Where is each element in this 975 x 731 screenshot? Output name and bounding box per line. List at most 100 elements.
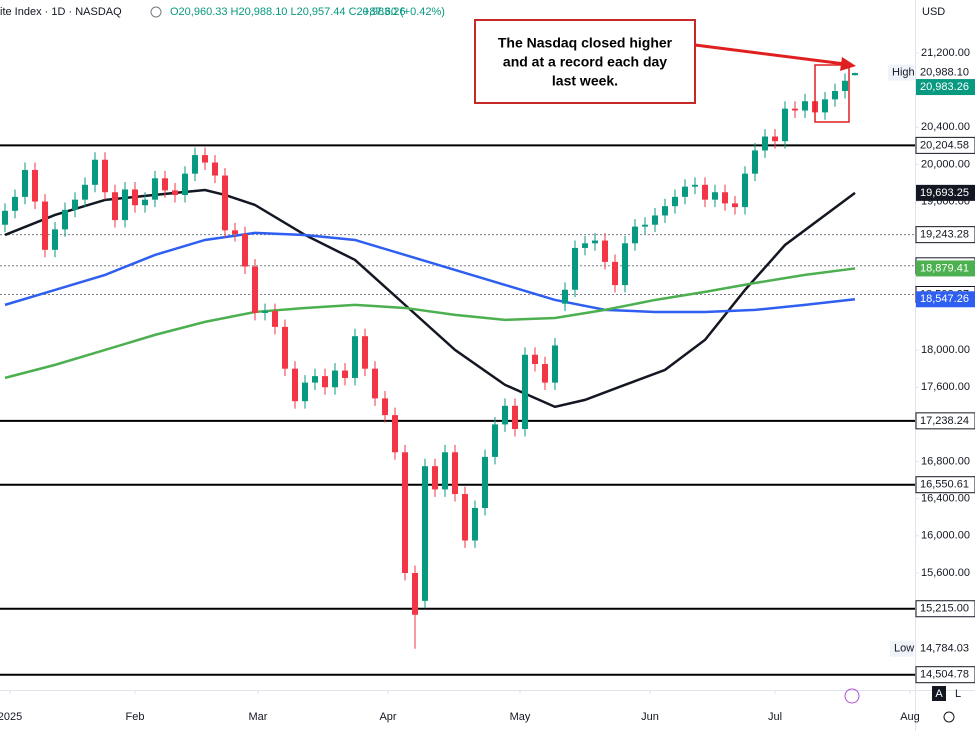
y-tick-label: 16,400.00 (921, 493, 970, 505)
y-tick-label: 21,200.00 (921, 47, 970, 59)
candle-body (832, 91, 838, 100)
candle-body (312, 376, 318, 383)
candle-body (332, 370, 338, 388)
candle-body (212, 162, 218, 176)
candle-body (352, 336, 358, 378)
candle-body (732, 203, 738, 208)
candle-body (52, 229, 58, 250)
auto-btn-bg[interactable] (932, 686, 946, 701)
candle-body (442, 452, 448, 490)
price-badge (916, 79, 975, 96)
candle-body (422, 466, 428, 601)
event-icon[interactable] (844, 688, 860, 704)
annotation-line: last week. (552, 73, 618, 89)
candle-body (322, 376, 328, 388)
currency[interactable]: USD (922, 6, 945, 18)
candle-body (462, 494, 468, 541)
annotation-line: The Nasdaq closed higher (498, 35, 673, 51)
log-btn[interactable]: L (955, 688, 961, 700)
candle-body (622, 243, 628, 286)
change: +87.60 (+0.42%) (363, 6, 445, 18)
candle-body (562, 289, 568, 304)
candle-body (412, 572, 418, 615)
ma-badge (916, 291, 975, 308)
level-badge (915, 136, 975, 154)
candle-body (682, 186, 688, 197)
level-label: 19,243.28 (920, 229, 969, 241)
candle-body (282, 326, 288, 369)
level-label: 20,204.58 (920, 139, 969, 151)
candle-body (82, 184, 88, 200)
candle-body (772, 136, 778, 142)
candle-body (432, 466, 438, 490)
candle-body (712, 192, 718, 200)
candle-body (382, 398, 388, 416)
candle-body (602, 240, 608, 262)
x-tick-label: Jun (641, 711, 659, 723)
low-badge (916, 640, 975, 657)
y-tick-label: 15,600.00 (921, 567, 970, 579)
candle-body (402, 452, 408, 573)
candle-body (532, 354, 538, 365)
candle-body (752, 150, 758, 174)
candle-body (22, 169, 28, 197)
candle-body (72, 199, 78, 210)
candle-body (692, 184, 698, 187)
candle-body (32, 169, 38, 202)
high-tag-bg (888, 64, 914, 81)
candle-body (452, 452, 458, 495)
level-badge (915, 412, 975, 430)
candle-body (192, 155, 198, 174)
candle-body (92, 159, 98, 185)
candle-body (182, 173, 188, 196)
low-label: 14,784.03 (920, 643, 969, 655)
candle-body (792, 108, 798, 111)
candle-body (302, 382, 308, 402)
candle-body (222, 175, 228, 231)
candle-body (592, 240, 598, 244)
level-label: 17,238.24 (920, 415, 969, 427)
candle-body (132, 189, 138, 206)
x-tick-label: Aug (900, 711, 920, 723)
candle-body (262, 311, 268, 313)
candle-body (372, 368, 378, 399)
level-label: 14,504.78 (920, 669, 969, 681)
level-badge (915, 226, 975, 244)
ma-label: 19,693.25 (920, 187, 969, 199)
candle-body (292, 368, 298, 402)
candle-body (762, 136, 768, 151)
ma-badge (916, 260, 975, 277)
candle-body (702, 184, 708, 200)
candle-body (42, 201, 48, 250)
ohlc: O20,960.33 H20,988.10 L20,957.44 C20,983… (170, 6, 405, 18)
candle-body (2, 210, 8, 225)
candle-body (492, 424, 498, 457)
low-tag-bg (890, 640, 914, 657)
settings-icon[interactable] (943, 711, 955, 723)
low-tag: Low (894, 643, 914, 655)
candle-body (782, 108, 788, 142)
level-label: 16,550.61 (920, 479, 969, 491)
candle-body (632, 226, 638, 244)
high-tag: High (892, 67, 915, 79)
candle-body (822, 99, 828, 113)
highlight-box (814, 64, 850, 123)
ma-badge (916, 184, 975, 201)
y-tick-label: 17,600.00 (921, 381, 970, 393)
candle-body (652, 215, 658, 225)
x-tick-label: Jul (768, 711, 782, 723)
candle-body (512, 405, 518, 430)
eye-icon[interactable] (150, 6, 162, 18)
candle-body (642, 224, 648, 227)
high-badge (916, 64, 975, 81)
auto-btn[interactable]: A (935, 688, 943, 700)
candle-body (502, 405, 508, 425)
candle-body (742, 173, 748, 208)
candle-body (172, 190, 178, 196)
candle-body (242, 234, 248, 267)
candle-body (662, 206, 668, 216)
level-badge (915, 600, 975, 618)
candle-body (582, 243, 588, 248)
